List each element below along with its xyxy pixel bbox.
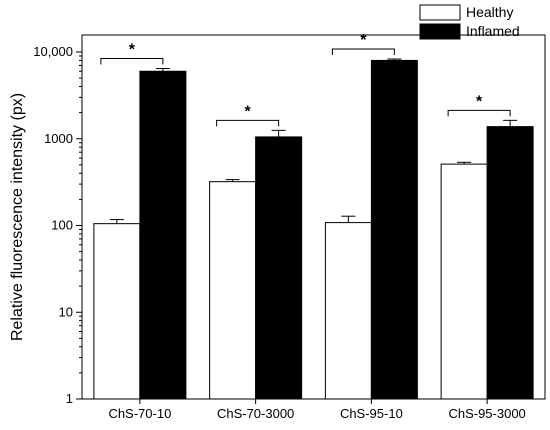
error-bars	[109, 58, 518, 224]
bar-healthy	[324, 222, 372, 400]
significance-star: *	[245, 103, 252, 120]
y-tick-label: 10,000	[33, 44, 73, 59]
significance-bracket	[331, 48, 395, 56]
axes: 1 10 100 1000 10,000 ChS-70-10 ChS-70-3000 ChS-…	[33, 34, 546, 421]
significance-bracket	[216, 119, 280, 127]
y-tick-label: 1	[66, 391, 73, 406]
legend-swatch-healthy	[419, 4, 461, 21]
bars	[93, 59, 534, 400]
legend-swatch-inflamed	[419, 23, 461, 40]
legend-label-inflamed: Inflamed	[466, 23, 520, 39]
legend: Healthy Inflamed	[419, 4, 520, 40]
y-axis-title: Relative fluorescence intensity (px)	[9, 93, 26, 341]
significance-star: *	[360, 32, 367, 49]
significance-star: *	[476, 93, 483, 110]
bar-healthy	[440, 163, 488, 400]
bar-inflamed	[255, 136, 303, 400]
x-tick-label: ChS-70-10	[108, 406, 171, 421]
bar-inflamed	[370, 59, 418, 400]
x-tick-label: ChS-95-3000	[448, 406, 525, 421]
x-tick-label: ChS-70-3000	[217, 406, 294, 421]
plot-frame	[81, 34, 546, 400]
y-tick-label: 100	[51, 218, 73, 233]
y-tick-label: 10	[59, 304, 73, 319]
bar-healthy	[209, 181, 257, 400]
bar-inflamed	[139, 70, 187, 400]
significance-bracket	[447, 109, 511, 117]
significance-brackets: * * * *	[100, 32, 511, 127]
y-tick-label: 1000	[44, 131, 73, 146]
significance-star: *	[129, 42, 136, 59]
bar-inflamed	[486, 126, 534, 400]
significance-bracket	[100, 58, 164, 65]
x-tick-label: ChS-95-10	[340, 406, 403, 421]
bar-healthy	[93, 223, 141, 400]
legend-label-healthy: Healthy	[466, 4, 513, 20]
